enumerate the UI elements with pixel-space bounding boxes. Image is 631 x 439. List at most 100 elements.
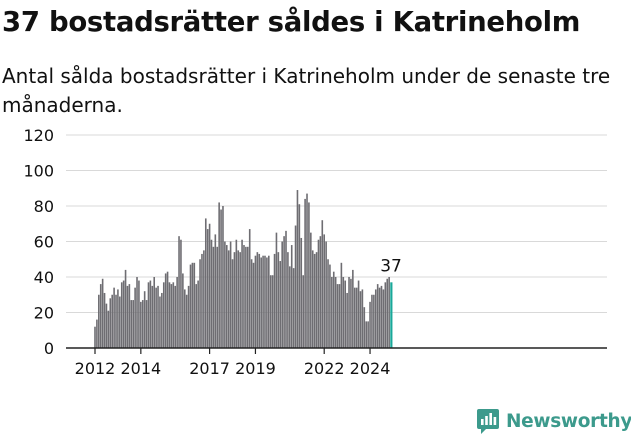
bar	[136, 277, 138, 348]
bar	[245, 246, 247, 348]
bar	[319, 236, 322, 348]
bar	[348, 277, 350, 348]
bar	[189, 264, 192, 348]
bar	[145, 300, 148, 348]
newsworthy-logo: Newsworthy	[476, 406, 631, 436]
x-tick-label: 2017	[189, 359, 230, 378]
bar	[176, 277, 178, 348]
y-tick-label: 80	[34, 197, 54, 216]
bar	[373, 294, 375, 348]
bar	[325, 241, 327, 348]
bar	[105, 303, 108, 349]
bar	[310, 232, 312, 348]
bar	[302, 275, 304, 348]
bar	[374, 289, 377, 348]
bar	[304, 198, 306, 348]
bar	[166, 271, 169, 348]
bar	[346, 292, 348, 348]
bar	[119, 296, 121, 348]
bar	[268, 255, 270, 348]
bar	[363, 307, 366, 348]
x-tick-label: 2019	[235, 359, 276, 378]
gridlines	[66, 134, 607, 313]
bar	[369, 301, 371, 348]
highlight-label: 37	[380, 256, 402, 276]
bar	[357, 280, 360, 348]
y-tick-label: 100	[23, 162, 54, 181]
bar	[329, 264, 331, 348]
bar	[296, 190, 299, 348]
bar	[332, 271, 335, 348]
bar	[371, 294, 373, 348]
bar	[388, 277, 390, 348]
x-tick-label: 2012	[75, 359, 116, 378]
bar	[197, 280, 199, 348]
bar	[99, 284, 102, 348]
chart-subtitle: Antal sålda bostadsrätter i Katrineholm …	[2, 64, 611, 117]
bar	[294, 225, 297, 348]
bar	[182, 273, 184, 348]
bar	[266, 257, 268, 348]
bar	[279, 261, 282, 348]
bar	[212, 246, 215, 348]
newsworthy-logo-icon	[477, 408, 499, 434]
bar	[203, 250, 205, 349]
bar	[210, 239, 213, 348]
bar	[180, 239, 182, 348]
bar	[386, 278, 389, 348]
bar	[185, 294, 188, 348]
bar	[285, 230, 287, 348]
bar	[250, 259, 253, 348]
bar	[300, 237, 303, 348]
bar	[231, 259, 234, 348]
bar	[287, 252, 289, 348]
bar	[365, 321, 368, 349]
bar	[164, 273, 167, 348]
bar	[216, 246, 219, 348]
bar	[199, 259, 201, 348]
chart-title: 37 bostadsrätter såldes i Katrineholm	[2, 6, 581, 38]
bars	[94, 190, 393, 349]
bar	[141, 300, 144, 348]
bar	[352, 269, 354, 348]
bar	[243, 245, 245, 348]
bar	[254, 255, 257, 348]
y-tick-label: 60	[34, 233, 54, 252]
bar	[103, 292, 106, 348]
bar	[353, 287, 356, 348]
highlight-bar	[390, 282, 393, 348]
bar	[120, 282, 123, 348]
bar	[239, 252, 241, 348]
bar	[162, 282, 165, 348]
bar	[237, 250, 240, 349]
bar	[128, 284, 131, 348]
bar	[111, 294, 113, 348]
bar	[344, 280, 347, 348]
bar	[233, 252, 236, 348]
bar	[327, 259, 329, 348]
bar	[227, 250, 230, 349]
bar	[183, 289, 186, 348]
bar	[382, 289, 385, 348]
bar	[193, 262, 196, 348]
bar	[308, 202, 310, 348]
axes	[66, 347, 607, 354]
bar	[252, 262, 255, 348]
bar	[122, 280, 125, 348]
bar	[161, 292, 163, 348]
bar	[187, 285, 190, 349]
y-tick-label: 40	[34, 268, 54, 287]
bar	[96, 319, 98, 348]
bar	[350, 278, 352, 348]
bar	[271, 275, 274, 348]
bar	[290, 245, 293, 348]
newsworthy-logo-text: Newsworthy	[506, 410, 631, 432]
y-tick-label: 0	[44, 339, 54, 358]
x-tick-label: 2024	[350, 359, 391, 378]
bar	[130, 300, 133, 348]
bar	[283, 236, 285, 348]
bar	[195, 284, 198, 348]
bar	[376, 284, 379, 348]
bar-chart: 0 20 40 60 80 100 120 2012 2014 2017 2019 2022 2024 3…	[23, 126, 607, 378]
bar	[143, 291, 146, 348]
